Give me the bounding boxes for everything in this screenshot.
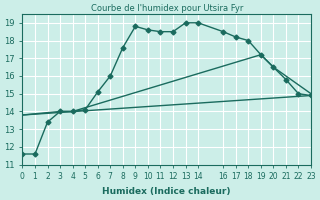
X-axis label: Humidex (Indice chaleur): Humidex (Indice chaleur) <box>102 187 231 196</box>
Title: Courbe de l'humidex pour Utsira Fyr: Courbe de l'humidex pour Utsira Fyr <box>91 4 243 13</box>
